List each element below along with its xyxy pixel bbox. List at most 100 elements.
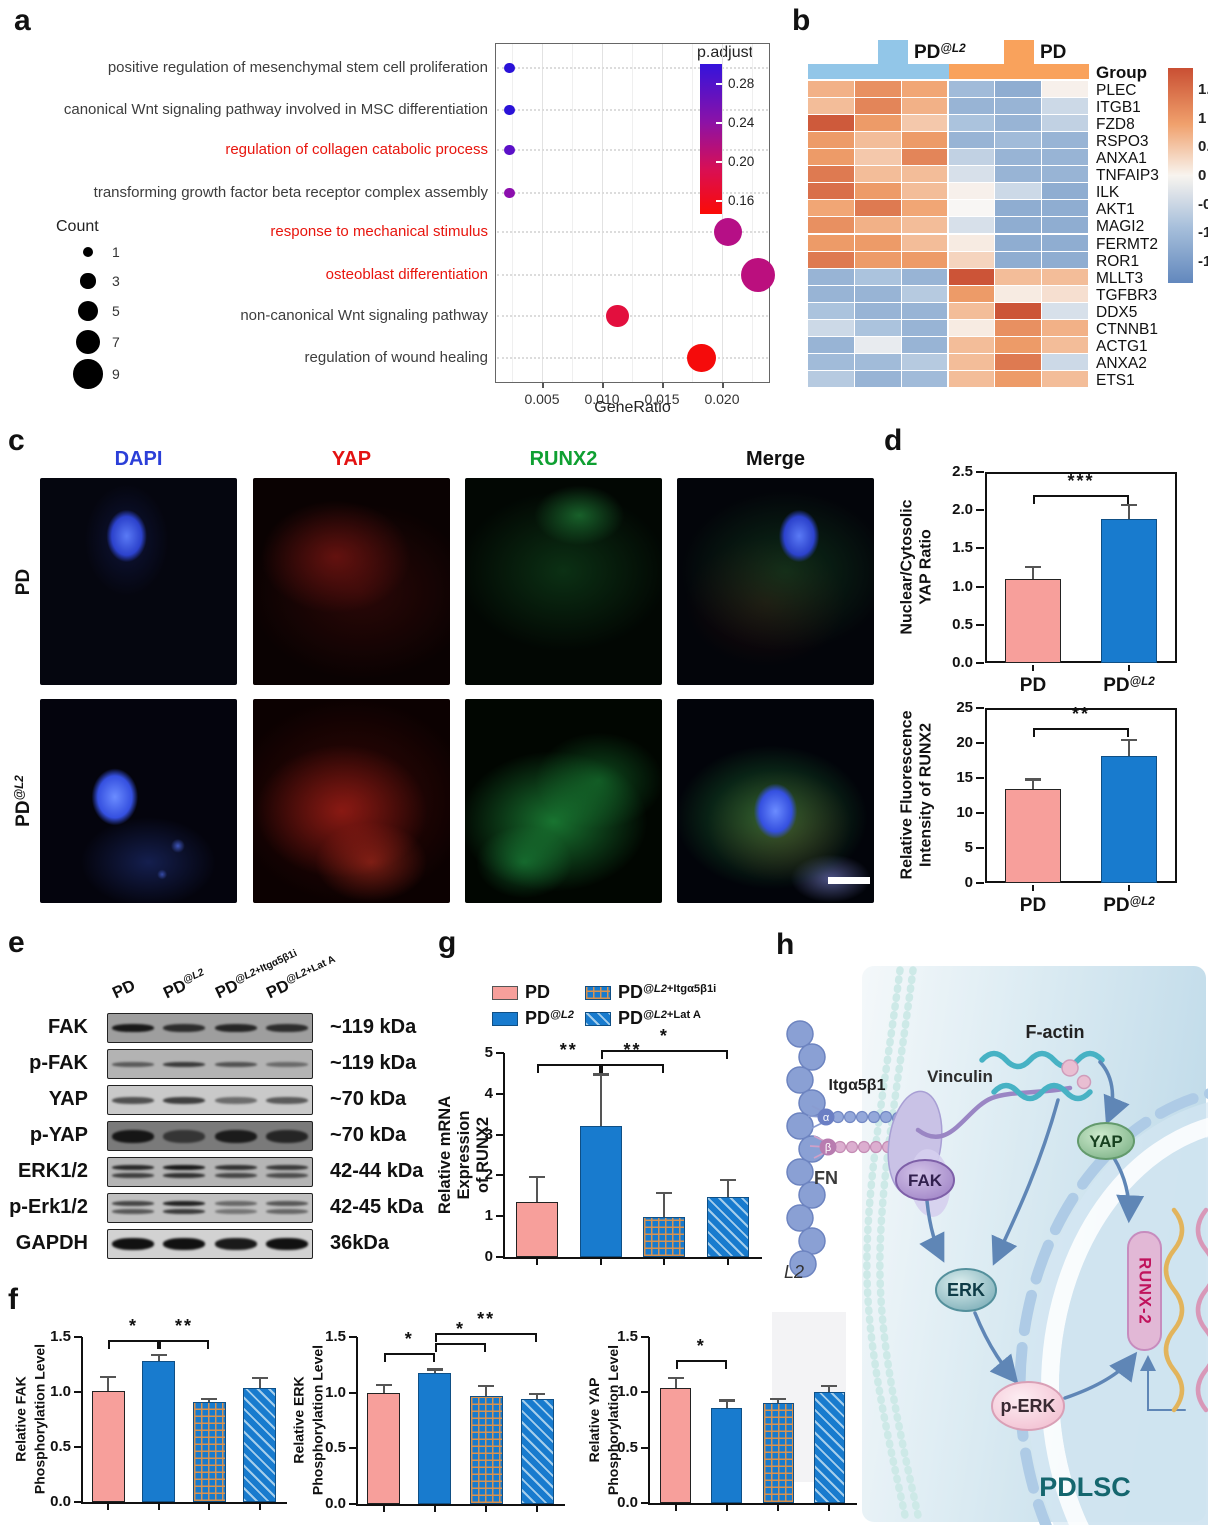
bar-0 <box>1005 789 1061 883</box>
bar-1 <box>1101 519 1157 663</box>
gene-label: DDX5 <box>1096 303 1138 321</box>
group-label: PD@L2+Lat A <box>618 1008 701 1028</box>
go-term-label: canonical Wnt signaling pathway involved… <box>63 101 488 118</box>
heatmap-cell <box>808 166 854 183</box>
heatmap-cell <box>995 251 1042 268</box>
blot-band <box>111 1165 154 1170</box>
error-cap <box>667 1376 684 1380</box>
heatmap-cell <box>808 353 854 370</box>
group-label: PD@L2 <box>525 1008 574 1028</box>
l2-label: L2 <box>784 1262 804 1282</box>
gene-label: ILK <box>1096 184 1120 202</box>
gene-label: ANXA2 <box>1096 354 1147 372</box>
heatmap-cell <box>854 132 901 149</box>
colorbar-tick-label: 1.5 <box>1198 81 1208 98</box>
heatmap-cell <box>995 149 1042 166</box>
g-legend-swatch <box>585 986 611 1000</box>
colorbar-tick-label: 0 <box>1198 167 1207 184</box>
blot-band <box>266 1209 309 1214</box>
fak-node <box>895 1159 955 1201</box>
bar-0 <box>91 1390 125 1502</box>
blot-band <box>266 1165 309 1170</box>
padjust-tickmark <box>716 161 722 163</box>
heatmap-cell <box>995 319 1042 336</box>
x-tick-label: 0.010 <box>584 391 620 407</box>
x-tick <box>208 1504 211 1510</box>
blot-band <box>111 1173 154 1178</box>
g-legend-label: PD <box>525 982 550 1003</box>
g-legend-label: PD@L2+Lat A <box>618 1008 701 1029</box>
y-tick-label: 15 <box>956 769 973 786</box>
blot-band <box>214 1238 257 1250</box>
go-dot <box>713 217 743 247</box>
kda-label: ~119 kDa <box>330 1016 417 1038</box>
gridline-major <box>662 44 663 382</box>
gene-label: PLEC <box>1096 82 1137 99</box>
group-label: PD@L2 <box>1103 674 1155 696</box>
go-term-label: osteoblast differentiation <box>325 266 488 283</box>
error-bar <box>725 1400 728 1408</box>
sig-bracket <box>600 1049 729 1059</box>
x-tick <box>535 1259 538 1265</box>
go-dot <box>740 257 776 293</box>
error-bar <box>157 1354 160 1362</box>
error-bar <box>1032 779 1034 790</box>
go-term-label: non-canonical Wnt signaling pathway <box>240 307 488 324</box>
heatmap-cell <box>901 285 948 302</box>
heatmap-cell <box>901 183 948 200</box>
y-tick <box>496 1052 504 1054</box>
kda-label: 36kDa <box>330 1232 389 1254</box>
integrin-label: Itgα5β1 <box>829 1077 886 1094</box>
panel-label-d: d <box>884 424 903 457</box>
x-tick <box>722 383 724 388</box>
gene-label: TGFBR3 <box>1096 286 1158 304</box>
gene-label: RSPO3 <box>1096 133 1149 151</box>
heatmap-cell <box>901 217 948 234</box>
y-axis-label: Nuclear/Cytosolic YAP Ratio <box>898 499 934 635</box>
sig-bracket <box>600 1064 665 1074</box>
go-term-label: response to mechanical stimulus <box>270 223 488 240</box>
x-tick <box>1032 885 1034 891</box>
padjust-colorbar <box>700 64 722 214</box>
runx2-mrna-xaxis <box>503 1257 762 1259</box>
g-legend-label: PD@L2 <box>525 1008 574 1029</box>
error-cap <box>1121 738 1137 741</box>
f-actin-label: F-actin <box>1025 1022 1084 1042</box>
y-tick <box>496 1133 504 1136</box>
heatmap-cell <box>901 115 948 132</box>
x-tick <box>602 383 604 388</box>
heatmap-cell <box>948 81 995 98</box>
heatmap-legend-swatch <box>878 40 908 66</box>
heatmap-cell <box>948 115 995 132</box>
blot-band <box>111 1201 154 1206</box>
heatmap-cell <box>1042 149 1088 166</box>
panel-label-g: g <box>438 926 457 959</box>
x-tick <box>107 1504 110 1510</box>
x-tick <box>157 1504 160 1510</box>
gene-label: AKT1 <box>1096 201 1135 219</box>
x-tick <box>725 1505 728 1511</box>
heatmap-cell <box>948 132 995 149</box>
error-cap <box>529 1392 546 1396</box>
y-tick-label: 1.0 <box>50 1383 71 1400</box>
blot-strip <box>107 1013 313 1043</box>
go-dot <box>504 104 516 116</box>
y-tick <box>976 707 984 709</box>
category-label: PD@L2 <box>1069 675 1189 697</box>
sig-label: ** <box>477 1308 496 1329</box>
heatmap-cell <box>995 217 1042 234</box>
heatmap-cell <box>948 217 995 234</box>
heatmap-cell <box>1042 115 1088 132</box>
bar-2 <box>643 1217 686 1257</box>
bar-2 <box>192 1401 226 1502</box>
sig-bracket <box>108 1340 159 1350</box>
y-tick-label: 1.5 <box>325 1328 346 1345</box>
group-label: PD <box>1040 42 1067 63</box>
heatmap-cell <box>1042 98 1088 115</box>
heatmap-cell <box>901 370 948 387</box>
padjust-tickmark <box>716 200 722 202</box>
row-dotted-line <box>497 192 768 194</box>
channel-header-dapi: DAPI <box>114 448 163 470</box>
heatmap-legend-swatch <box>1004 40 1034 66</box>
y-tick-label: 0 <box>484 1248 493 1265</box>
